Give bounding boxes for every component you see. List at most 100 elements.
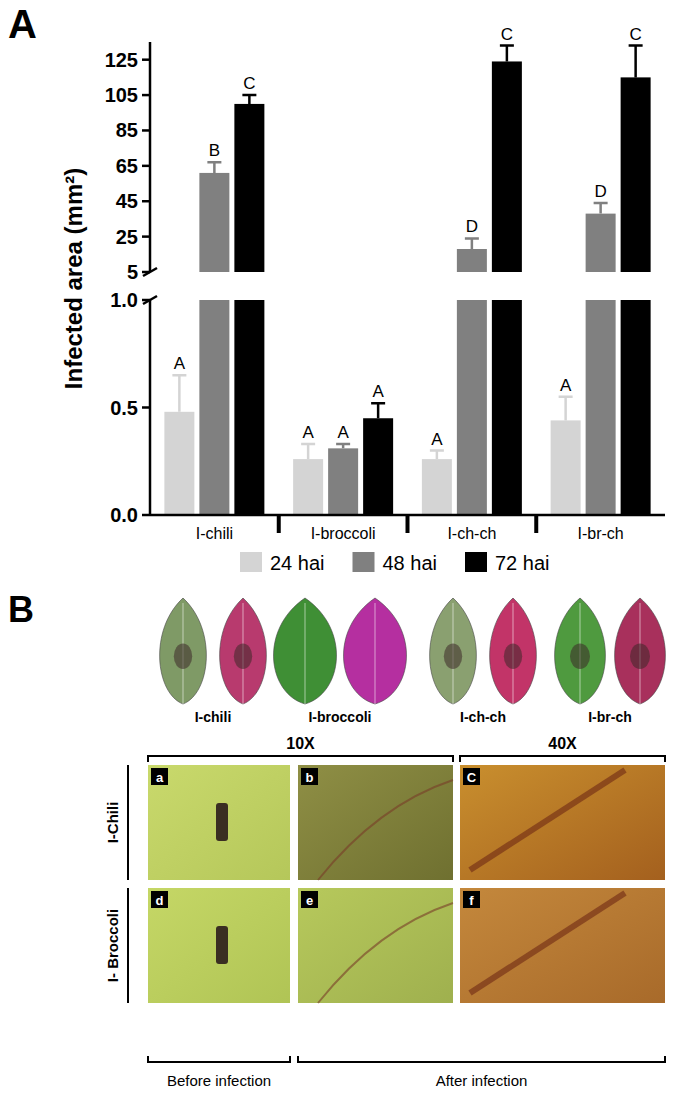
stage-bracket <box>298 1056 665 1062</box>
y-tick <box>142 271 150 274</box>
significance-letter: A <box>372 382 384 401</box>
lesion <box>630 644 650 669</box>
micrograph <box>460 765 665 880</box>
panel-label: B <box>8 589 34 630</box>
image-letter: b <box>306 770 314 785</box>
image-letter-box <box>151 768 168 785</box>
leaf <box>555 598 606 704</box>
magnification-label: 40X <box>548 735 577 752</box>
legend-swatch <box>240 552 262 572</box>
leaf-vein <box>374 603 375 704</box>
row-label: I- Broccoli <box>104 909 121 982</box>
significance-letter: B <box>209 141 220 160</box>
group-separator <box>277 515 281 533</box>
y-tick-label: 45 <box>116 190 138 212</box>
y-tick <box>142 58 150 61</box>
y-tick <box>142 299 150 302</box>
bar <box>586 300 616 515</box>
leaf-vein <box>470 770 625 870</box>
bar <box>492 300 522 515</box>
panel-label: A <box>8 2 37 46</box>
leaf-label: I-ch-ch <box>460 709 506 725</box>
axis-break <box>143 268 157 276</box>
error-bar <box>336 444 350 448</box>
significance-letter: D <box>466 217 478 236</box>
y-tick-label: 25 <box>116 226 138 248</box>
leaf <box>344 598 407 704</box>
lesion <box>570 644 590 669</box>
y-tick <box>142 406 150 409</box>
row-bracket <box>127 765 129 880</box>
leaf-vein <box>470 893 625 993</box>
significance-letter: D <box>594 182 606 201</box>
error-bar <box>559 397 573 421</box>
image-letter-box <box>151 891 168 908</box>
bar <box>457 300 487 515</box>
y-tick-label: 0.5 <box>110 397 138 419</box>
significance-letter: A <box>174 354 186 373</box>
legend-label: 48 hai <box>383 552 438 574</box>
y-tick-label: 1.0 <box>110 289 138 311</box>
y-tick <box>142 235 150 238</box>
image-letter: a <box>156 770 164 785</box>
x-tick-label: I-ch-ch <box>447 525 496 542</box>
error-bar <box>207 162 221 173</box>
inoculation-spot <box>216 926 228 964</box>
bar <box>457 249 487 272</box>
image-letter-box <box>301 891 318 908</box>
micrograph <box>460 888 665 1003</box>
lesion <box>174 644 192 669</box>
micrograph <box>148 888 290 1003</box>
error-bar <box>500 46 514 62</box>
image-letter: d <box>156 893 164 908</box>
error-bar <box>301 444 315 459</box>
y-tick-label: 105 <box>105 84 138 106</box>
error-bar <box>371 403 385 418</box>
leaf <box>615 598 666 704</box>
leaf-vein <box>318 780 453 880</box>
bar <box>328 448 358 515</box>
lesion <box>234 644 252 669</box>
leaf-label: I-broccoli <box>308 709 371 725</box>
legend-label: 72 hai <box>495 552 550 574</box>
group-separator <box>406 515 410 533</box>
x-tick-label: I-br-ch <box>578 525 624 542</box>
magnification-label: 10X <box>286 735 315 752</box>
row-bracket <box>127 888 129 1003</box>
significance-letter: A <box>302 423 314 442</box>
bar <box>621 77 651 272</box>
error-bar <box>594 203 608 214</box>
micrograph <box>148 765 290 880</box>
legend-swatch <box>465 552 487 572</box>
significance-letter: A <box>560 376 572 395</box>
error-bar <box>172 375 186 412</box>
significance-letter: C <box>243 74 255 93</box>
bar <box>621 300 651 515</box>
legend-swatch <box>353 552 375 572</box>
error-bar <box>242 95 256 104</box>
y-tick <box>142 129 150 132</box>
bar <box>164 412 194 515</box>
image-letter-box <box>463 768 480 785</box>
lesion <box>504 644 522 669</box>
stage-label: After infection <box>436 1072 528 1089</box>
figure: A0.00.51.0525456585105125Infected area (… <box>0 0 673 1105</box>
image-letter-box <box>463 891 480 908</box>
plot-upper <box>199 46 650 272</box>
leaf <box>274 598 337 704</box>
bar <box>422 459 452 515</box>
leaf <box>430 598 477 704</box>
bar <box>199 300 229 515</box>
leaf <box>220 598 267 704</box>
stage-bracket <box>148 1056 290 1062</box>
inoculation-spot <box>216 803 228 841</box>
bar <box>199 173 229 272</box>
header-bracket <box>460 756 665 762</box>
bar <box>234 104 264 272</box>
lesion <box>444 644 462 669</box>
bar <box>586 214 616 272</box>
micrograph <box>298 765 453 880</box>
y-tick-label: 85 <box>116 119 138 141</box>
image-letter-box <box>301 768 318 785</box>
significance-letter: C <box>501 25 513 44</box>
